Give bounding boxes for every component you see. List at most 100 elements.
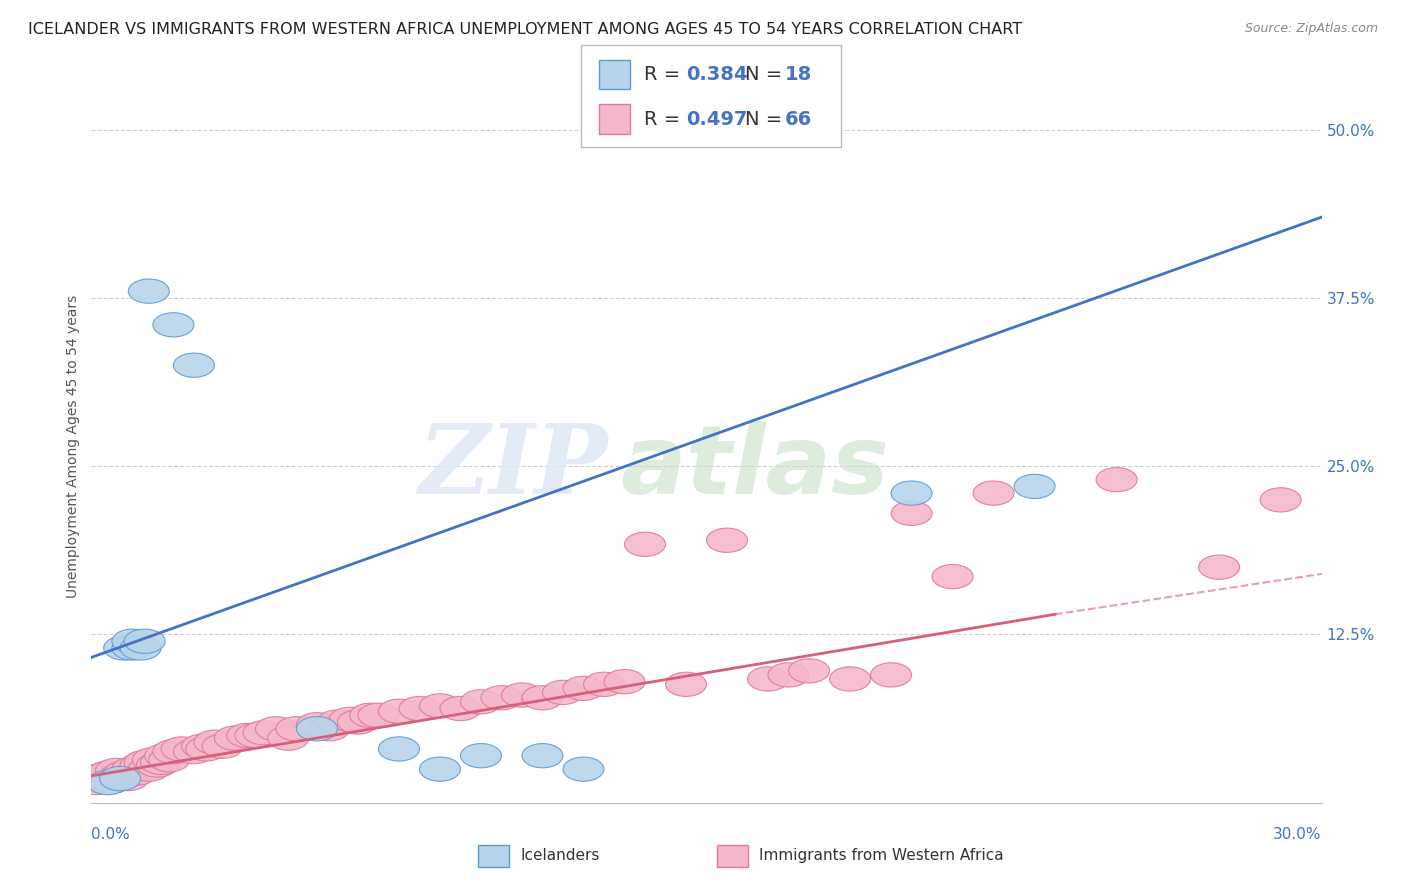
Ellipse shape: [399, 697, 440, 721]
Text: Icelanders: Icelanders: [520, 848, 599, 863]
Ellipse shape: [748, 667, 789, 691]
Text: 30.0%: 30.0%: [1274, 827, 1322, 841]
Ellipse shape: [124, 629, 166, 653]
Text: N =: N =: [745, 65, 789, 84]
Ellipse shape: [350, 703, 391, 727]
Ellipse shape: [973, 481, 1014, 505]
Y-axis label: Unemployment Among Ages 45 to 54 years: Unemployment Among Ages 45 to 54 years: [66, 294, 80, 598]
Ellipse shape: [120, 636, 162, 660]
Ellipse shape: [108, 766, 149, 790]
Ellipse shape: [419, 757, 461, 781]
Ellipse shape: [132, 747, 173, 772]
Ellipse shape: [91, 769, 132, 793]
Ellipse shape: [378, 699, 419, 723]
Ellipse shape: [124, 750, 166, 774]
Ellipse shape: [605, 670, 645, 694]
Ellipse shape: [115, 761, 157, 785]
Ellipse shape: [153, 739, 194, 764]
Ellipse shape: [297, 713, 337, 737]
Ellipse shape: [891, 501, 932, 525]
Ellipse shape: [891, 481, 932, 505]
Ellipse shape: [543, 681, 583, 705]
Ellipse shape: [276, 716, 316, 741]
Text: R =: R =: [644, 110, 686, 128]
Ellipse shape: [202, 734, 243, 758]
Ellipse shape: [235, 723, 276, 747]
Ellipse shape: [83, 766, 124, 790]
Ellipse shape: [309, 716, 350, 741]
Ellipse shape: [226, 723, 267, 747]
Ellipse shape: [141, 750, 181, 774]
Ellipse shape: [256, 716, 297, 741]
Ellipse shape: [562, 757, 605, 781]
Ellipse shape: [768, 663, 808, 687]
Ellipse shape: [562, 676, 605, 700]
Ellipse shape: [337, 710, 378, 734]
Ellipse shape: [162, 737, 202, 761]
Ellipse shape: [583, 673, 624, 697]
Ellipse shape: [128, 279, 169, 303]
Ellipse shape: [665, 673, 707, 697]
Ellipse shape: [870, 663, 911, 687]
Ellipse shape: [1014, 475, 1054, 499]
Ellipse shape: [104, 761, 145, 785]
Text: 0.497: 0.497: [686, 110, 748, 128]
Text: Immigrants from Western Africa: Immigrants from Western Africa: [759, 848, 1004, 863]
Ellipse shape: [522, 744, 562, 768]
Ellipse shape: [461, 690, 502, 714]
Ellipse shape: [87, 771, 128, 795]
Ellipse shape: [136, 753, 177, 777]
Text: R =: R =: [644, 65, 686, 84]
Ellipse shape: [316, 710, 359, 734]
Ellipse shape: [359, 703, 399, 727]
Ellipse shape: [149, 747, 190, 772]
Ellipse shape: [79, 764, 120, 788]
Ellipse shape: [440, 697, 481, 721]
Ellipse shape: [75, 771, 115, 795]
Text: ZIP: ZIP: [419, 420, 607, 515]
Ellipse shape: [87, 761, 128, 785]
Ellipse shape: [104, 636, 145, 660]
Text: Source: ZipAtlas.com: Source: ZipAtlas.com: [1244, 22, 1378, 36]
Ellipse shape: [789, 658, 830, 683]
Ellipse shape: [112, 757, 153, 781]
Ellipse shape: [186, 737, 226, 761]
Ellipse shape: [706, 528, 748, 552]
Text: 66: 66: [785, 110, 811, 128]
Ellipse shape: [1199, 555, 1240, 579]
Ellipse shape: [120, 753, 162, 777]
Ellipse shape: [173, 739, 214, 764]
Text: 0.384: 0.384: [686, 65, 748, 84]
Ellipse shape: [96, 758, 136, 782]
Ellipse shape: [1097, 467, 1137, 491]
Ellipse shape: [419, 694, 461, 718]
Ellipse shape: [243, 721, 284, 745]
Ellipse shape: [329, 707, 370, 731]
Text: atlas: atlas: [620, 421, 890, 514]
Ellipse shape: [267, 726, 309, 750]
Ellipse shape: [297, 716, 337, 741]
Text: 0.0%: 0.0%: [91, 827, 131, 841]
Ellipse shape: [100, 766, 141, 790]
Ellipse shape: [100, 764, 141, 788]
Ellipse shape: [522, 686, 562, 710]
Ellipse shape: [112, 629, 153, 653]
Ellipse shape: [461, 744, 502, 768]
Ellipse shape: [624, 533, 665, 557]
Text: 18: 18: [785, 65, 811, 84]
Ellipse shape: [1260, 488, 1301, 512]
Ellipse shape: [215, 726, 256, 750]
Ellipse shape: [181, 734, 222, 758]
Text: N =: N =: [745, 110, 789, 128]
Ellipse shape: [173, 353, 214, 377]
Text: ICELANDER VS IMMIGRANTS FROM WESTERN AFRICA UNEMPLOYMENT AMONG AGES 45 TO 54 YEA: ICELANDER VS IMMIGRANTS FROM WESTERN AFR…: [28, 22, 1022, 37]
Ellipse shape: [145, 744, 186, 768]
Ellipse shape: [194, 730, 235, 755]
Ellipse shape: [932, 565, 973, 589]
Ellipse shape: [502, 683, 543, 707]
Ellipse shape: [112, 636, 153, 660]
Ellipse shape: [378, 737, 419, 761]
Ellipse shape: [153, 313, 194, 337]
Ellipse shape: [128, 757, 169, 781]
Ellipse shape: [830, 667, 870, 691]
